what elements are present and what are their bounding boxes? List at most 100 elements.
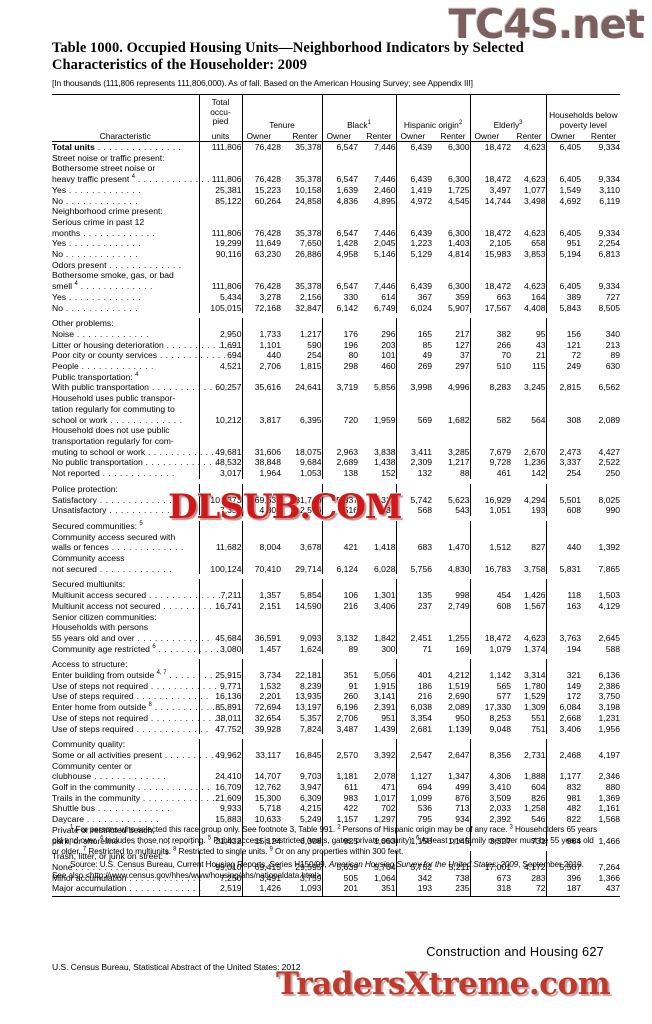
data-cell: 3,080 bbox=[198, 643, 242, 655]
data-cell bbox=[241, 851, 281, 862]
data-cell bbox=[321, 206, 359, 217]
leader-dots: . . . . . . . . . . . . . bbox=[106, 505, 182, 516]
data-cell bbox=[358, 484, 396, 495]
data-cell bbox=[198, 520, 242, 532]
data-cell bbox=[198, 403, 242, 415]
data-cell: 9,771 bbox=[198, 680, 242, 692]
table-row: Community access bbox=[52, 553, 620, 564]
data-cell: 565 bbox=[469, 680, 512, 692]
leader-dots: . . . . . . . . . . . . . bbox=[151, 702, 227, 713]
row-label: No . . . . . . . . . . . . . bbox=[52, 196, 199, 207]
row-label: Bothersome street noise or bbox=[52, 163, 199, 174]
data-cell bbox=[432, 739, 470, 750]
row-label-text: walls or fences bbox=[52, 542, 109, 553]
data-cell: 1,053 bbox=[300, 468, 322, 479]
row-label: Community center or bbox=[52, 761, 199, 772]
data-cell bbox=[581, 553, 620, 564]
data-cell bbox=[511, 206, 546, 217]
data-cell: 1,223 bbox=[395, 238, 433, 250]
data-cell bbox=[511, 739, 546, 750]
data-cell bbox=[281, 622, 322, 633]
data-cell bbox=[241, 393, 281, 404]
data-cell bbox=[432, 484, 470, 495]
data-cell: 250 bbox=[605, 468, 621, 479]
data-cell: 351 bbox=[381, 883, 396, 894]
data-cell: 14,590 bbox=[295, 600, 322, 611]
data-cell bbox=[545, 622, 582, 633]
data-cell: 121 bbox=[545, 339, 582, 351]
data-cell: 6,300 bbox=[448, 227, 470, 238]
footnote-ref: 4 bbox=[135, 371, 139, 378]
data-cell: 89 bbox=[610, 350, 621, 361]
data-cell: 4,623 bbox=[524, 227, 546, 238]
data-cell: 3,410 bbox=[469, 782, 512, 793]
data-cell: 132 bbox=[395, 468, 433, 479]
data-cell: 3,498 bbox=[524, 195, 546, 206]
data-cell bbox=[469, 393, 512, 404]
table-row: 55 years old and over . . . . . . . . . … bbox=[52, 632, 620, 644]
leader-dots: . . . . . . . . . . . . . bbox=[118, 835, 194, 846]
table-row: Access to structure: bbox=[52, 659, 620, 671]
data-cell: 8,253 bbox=[469, 712, 512, 724]
data-cell: 32,654 bbox=[241, 712, 281, 724]
data-cell: 13,197 bbox=[295, 702, 322, 713]
data-cell bbox=[321, 259, 359, 271]
data-cell: 1,725 bbox=[448, 184, 470, 195]
data-cell: 3,750 bbox=[598, 691, 621, 702]
row-label: Golf in the community . . . . . . . . . … bbox=[52, 782, 210, 793]
data-cell: 608 bbox=[545, 505, 582, 516]
table-row: Use of steps not required . . . . . . . … bbox=[52, 712, 620, 724]
data-cell: 1,145 bbox=[448, 835, 470, 846]
data-cell bbox=[241, 483, 281, 495]
data-cell bbox=[281, 163, 322, 174]
data-cell bbox=[581, 484, 620, 495]
data-cell: 16,929 bbox=[469, 494, 512, 506]
data-cell bbox=[198, 371, 242, 383]
table-row: not secured . . . . . . . . . . . . . 100… bbox=[52, 563, 620, 575]
data-cell: 482 bbox=[545, 803, 582, 815]
row-label: Total units . . . . . . . . . . . . . . … bbox=[52, 142, 199, 153]
data-cell: 401 bbox=[395, 670, 433, 681]
row-label-text: No public transportation bbox=[52, 457, 143, 468]
leader-dots: . . . . . . . . . . . . . bbox=[148, 680, 224, 691]
data-cell bbox=[281, 372, 322, 383]
data-cell bbox=[432, 579, 470, 590]
data-cell: 2,749 bbox=[448, 600, 470, 611]
data-cell: 832 bbox=[545, 782, 582, 793]
leader-dots: . . . . . . . . . . . . . bbox=[96, 563, 172, 574]
row-label: Satisfactory . . . . . . . . . . . . . bbox=[52, 495, 199, 506]
data-cell: 3,354 bbox=[395, 712, 433, 724]
row-label: Use of steps required . . . . . . . . . … bbox=[52, 691, 208, 702]
data-cell: 48,532 bbox=[198, 457, 242, 469]
data-cell: 5,854 bbox=[300, 590, 322, 601]
data-cell: 454 bbox=[469, 590, 512, 601]
data-cell bbox=[432, 436, 470, 447]
data-cell bbox=[581, 659, 620, 670]
data-cell: 1,366 bbox=[598, 872, 621, 883]
data-cell: 24,410 bbox=[198, 771, 242, 783]
row-label-text: Satisfactory bbox=[52, 494, 97, 505]
data-cell: 283 bbox=[531, 872, 546, 883]
data-cell bbox=[511, 393, 546, 404]
data-cell: 36,591 bbox=[241, 632, 281, 644]
data-cell: 1,512 bbox=[469, 542, 512, 554]
data-cell bbox=[281, 553, 322, 564]
data-cell: 18,472 bbox=[469, 174, 512, 185]
row-label: Senior citizen communities: bbox=[52, 612, 199, 623]
data-cell bbox=[321, 659, 359, 671]
data-cell: 1,529 bbox=[524, 691, 546, 702]
data-cell: 2,151 bbox=[241, 600, 281, 612]
header-characteristic: Characteristic bbox=[52, 94, 199, 142]
data-cell: 169 bbox=[455, 643, 470, 654]
data-cell: 5,764 bbox=[374, 862, 396, 872]
row-label: Yes . . . . . . . . . . . . . bbox=[52, 292, 199, 303]
data-cell: 1,466 bbox=[598, 835, 621, 846]
subheader-units: units bbox=[198, 129, 242, 142]
data-cell: 2,668 bbox=[545, 712, 582, 724]
row-label-text: 55 years old and over bbox=[52, 632, 135, 643]
table-row: Not reported . . . . . . . . . . . . . 3,… bbox=[52, 468, 620, 479]
data-cell: 249 bbox=[545, 361, 582, 372]
data-cell: 4,215 bbox=[300, 803, 322, 814]
subheader-poverty-owner: Owner bbox=[545, 129, 582, 142]
row-label-text: park, or shoreline bbox=[52, 835, 119, 846]
